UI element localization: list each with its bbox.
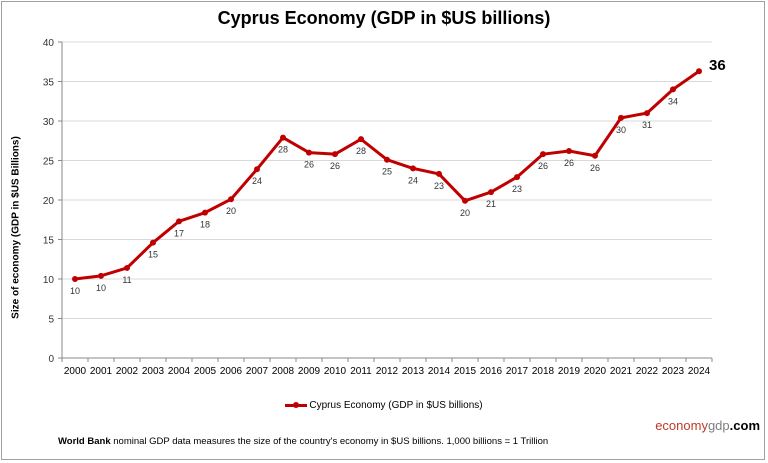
data-point <box>384 156 390 163</box>
x-tick-label: 2000 <box>64 366 87 377</box>
footer-note: World Bank nominal GDP data measures the… <box>58 436 548 447</box>
x-tick-label: 2020 <box>584 366 607 377</box>
data-point <box>696 68 702 75</box>
x-tick-label: 2018 <box>532 366 555 377</box>
data-label: 10 <box>96 283 106 293</box>
x-tick-label: 2006 <box>220 366 243 377</box>
legend-swatch <box>285 401 308 408</box>
data-point <box>358 136 364 143</box>
x-tick-label: 2001 <box>90 366 113 377</box>
data-label: 30 <box>616 125 626 135</box>
data-point <box>410 165 416 172</box>
data-point <box>228 196 234 203</box>
chart-title: Cyprus Economy (GDP in $US billions) <box>217 8 551 28</box>
data-label: 24 <box>252 176 262 186</box>
data-label: 11 <box>122 275 131 285</box>
x-tick-label: 2016 <box>480 366 503 377</box>
y-tick-label: 35 <box>43 78 55 89</box>
x-tick-label: 2005 <box>194 366 217 377</box>
data-label: 26 <box>330 161 340 171</box>
data-point <box>280 134 286 141</box>
y-tick-label: 20 <box>43 196 55 207</box>
y-tick-label: 30 <box>43 117 55 128</box>
y-tick-label: 15 <box>43 236 55 247</box>
data-label: 28 <box>278 145 288 155</box>
data-label: 25 <box>382 167 392 177</box>
x-tick-label: 2002 <box>116 366 139 377</box>
x-tick-label: 2009 <box>298 366 321 377</box>
x-tick-label: 2014 <box>428 366 451 377</box>
data-point <box>644 110 650 117</box>
footer-source: World Bank <box>58 436 111 447</box>
y-tick-label: 10 <box>43 275 55 286</box>
x-tick-label: 2017 <box>506 366 529 377</box>
data-label: 36 <box>709 57 726 74</box>
x-tick-label: 2021 <box>610 366 633 377</box>
data-label: 15 <box>148 250 158 260</box>
x-tick-label: 2023 <box>662 366 685 377</box>
data-label: 17 <box>174 228 184 238</box>
x-tick-label: 2007 <box>246 366 269 377</box>
data-point <box>618 114 624 121</box>
data-label: 23 <box>434 181 444 191</box>
data-point <box>150 239 156 246</box>
x-tick-label: 2022 <box>636 366 659 377</box>
y-tick-label: 5 <box>48 315 54 326</box>
data-point <box>98 272 104 279</box>
data-label: 20 <box>460 208 470 218</box>
data-point <box>202 209 208 216</box>
line-chart: 0 5 10 15 20 25 30 35 40 2000 2001 2002 2003 2004 2005… <box>43 38 726 377</box>
data-label: 31 <box>642 120 652 130</box>
legend-label: Cyprus Economy (GDP in $US billions) <box>309 400 483 411</box>
data-label: 10 <box>70 286 80 296</box>
data-point <box>124 264 130 271</box>
data-point <box>514 174 520 181</box>
legend: Cyprus Economy (GDP in $US billions) <box>0 400 768 411</box>
data-label: 26 <box>304 160 314 170</box>
brand-part-1: economy <box>655 418 708 433</box>
data-point <box>436 170 442 177</box>
data-point <box>72 276 78 282</box>
data-label: 24 <box>408 175 418 185</box>
data-point <box>306 149 312 156</box>
y-tick-label: 0 <box>48 354 54 365</box>
data-point <box>540 151 546 158</box>
data-label: 20 <box>226 206 236 216</box>
x-tick-label: 2010 <box>324 366 347 377</box>
y-tick-label: 25 <box>43 157 55 168</box>
data-label: 21 <box>486 199 496 209</box>
data-label: 26 <box>590 163 600 173</box>
data-label: 26 <box>538 161 548 171</box>
brand-part-3: .com <box>729 418 760 433</box>
x-tick-label: 2024 <box>688 366 711 377</box>
footer-text: nominal GDP data measures the size of th… <box>110 436 549 447</box>
data-label: 26 <box>564 158 574 168</box>
data-point <box>488 189 494 196</box>
data-point <box>254 166 260 173</box>
data-label: 34 <box>668 96 678 106</box>
x-tick-label: 2004 <box>168 366 191 377</box>
data-point <box>176 218 182 225</box>
x-tick-label: 2011 <box>350 366 372 377</box>
data-label: 18 <box>200 220 210 230</box>
x-tick-label: 2013 <box>402 366 425 377</box>
brand-part-2: gdp <box>707 418 730 433</box>
y-tick-label: 40 <box>43 38 55 49</box>
data-point <box>592 152 598 159</box>
data-label: 28 <box>356 146 366 156</box>
data-point <box>566 148 572 155</box>
brand-logo[interactable]: economygdp.com <box>655 418 760 433</box>
data-point <box>462 197 468 204</box>
x-tick-label: 2003 <box>142 366 165 377</box>
data-label: 23 <box>512 184 522 194</box>
data-point <box>670 86 676 93</box>
data-point <box>332 151 338 158</box>
x-tick-label: 2019 <box>558 366 581 377</box>
x-tick-label: 2008 <box>272 366 295 377</box>
x-tick-label: 2012 <box>376 366 399 377</box>
x-tick-label: 2015 <box>454 366 477 377</box>
